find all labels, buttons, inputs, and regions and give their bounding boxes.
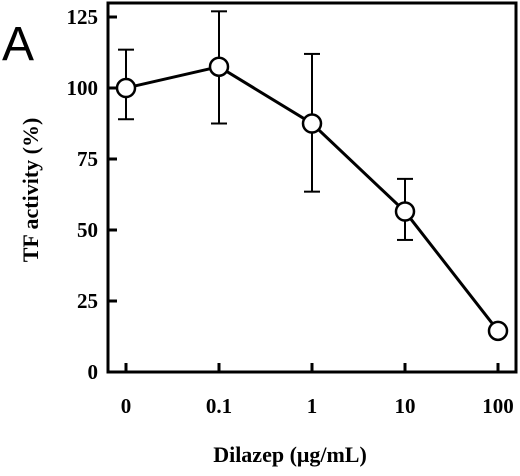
y-tick-label: 75: [77, 147, 98, 171]
y-tick-label: 0: [88, 360, 99, 384]
data-markers: [115, 56, 509, 342]
data-point: [301, 113, 323, 134]
y-axis-label: TF activity (%): [18, 118, 43, 263]
x-tick-label: 0: [121, 394, 132, 418]
data-point: [208, 56, 230, 77]
y-tick-label: 50: [77, 218, 98, 242]
x-tick-label: 100: [482, 394, 514, 418]
error-bars: [118, 10, 413, 241]
data-point: [487, 320, 509, 342]
y-tick-label: 100: [67, 76, 99, 100]
x-axis-label: Dilazep (μg/mL): [213, 442, 367, 467]
panel-label: A: [2, 18, 34, 71]
y-tick-label: 125: [67, 5, 99, 29]
x-tick-label: 1: [307, 394, 318, 418]
data-point: [115, 77, 137, 99]
x-tick-label: 10: [395, 394, 416, 418]
y-tick-label: 25: [77, 289, 98, 313]
y-axis: 0 25 50 75 100 125: [67, 5, 117, 384]
x-axis: 0 0.1 1 10 100: [121, 363, 514, 418]
data-point: [394, 201, 416, 222]
x-tick-label: 0.1: [206, 394, 232, 418]
